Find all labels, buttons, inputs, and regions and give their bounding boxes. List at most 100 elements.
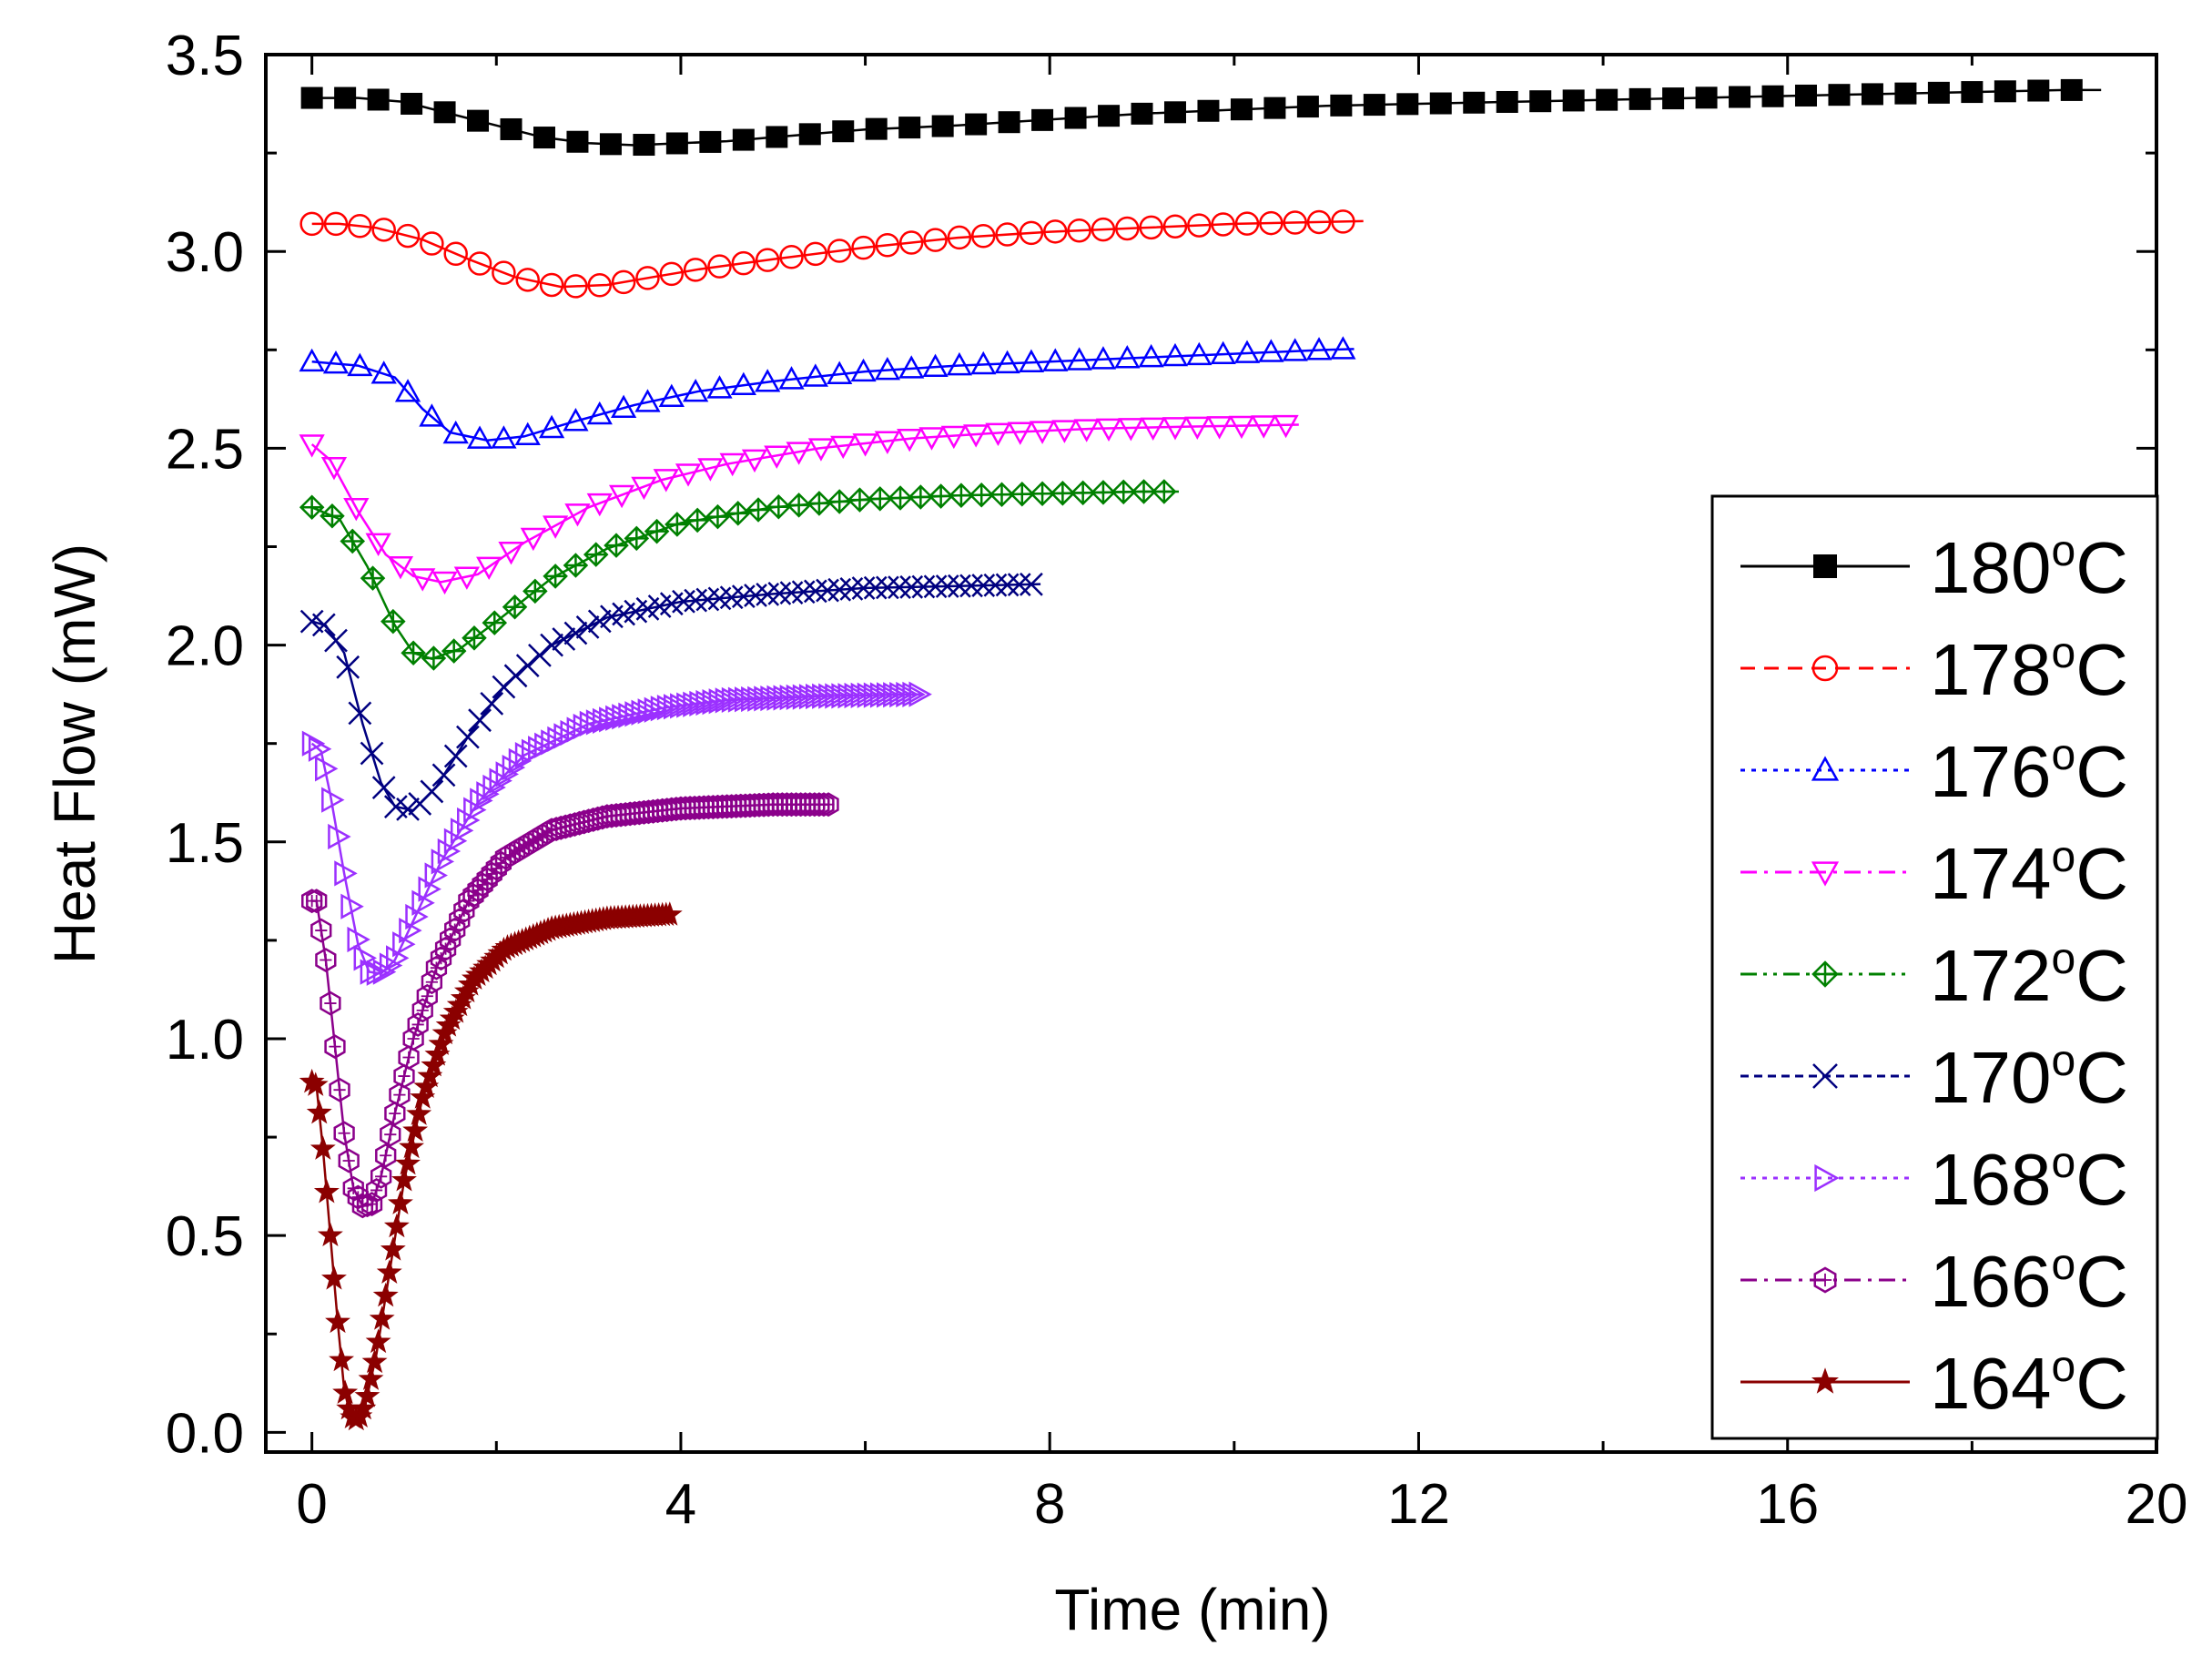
legend-label-unit: C [2075,731,2128,812]
series-168 [301,681,932,986]
data-point-marker [371,218,396,242]
data-point-marker [500,117,523,140]
square-marker [1861,83,1883,106]
data-point-marker [1463,91,1486,114]
data-point-marker [1562,89,1585,112]
data-point-marker [1010,482,1035,507]
x-tick-label: 16 [1756,1473,1819,1536]
data-point-marker [1020,572,1043,596]
data-point-marker [985,422,1011,447]
data-point-marker [306,889,328,914]
data-point-marker [608,484,635,509]
triangle-right-marker [766,685,790,711]
hexagon-marker [1813,1266,1837,1294]
data-point-marker [391,1166,417,1192]
star-marker [361,1348,388,1374]
data-point-marker [456,725,480,749]
data-point-marker [480,692,504,716]
diamond-cross-lines [1071,482,1094,504]
data-point-marker [317,1222,343,1247]
circle-marker [1043,219,1068,244]
triangle-up-marker [706,375,733,399]
data-point-marker [1066,347,1092,371]
data-point-marker [827,361,853,384]
data-point-marker [1019,220,1044,246]
data-point-marker [367,88,390,111]
diamond-cross-lines [949,484,972,507]
data-point-marker [1118,418,1144,442]
circle-marker [395,223,421,249]
data-point-marker [599,133,622,156]
data-point-marker [948,574,971,598]
x-tick-label: 8 [1034,1473,1065,1536]
series-176 [299,336,1356,449]
triangle-down-marker [1273,414,1299,439]
diamond-cross-lines [544,564,567,587]
hexagon-cross [342,1154,355,1167]
triangle-right-marker [437,838,462,865]
triangle-down-marker [299,434,325,458]
hexagon-marker [384,1101,406,1126]
triangle-up-marker [994,350,1020,374]
hexagon-cross [421,990,433,1002]
series-170 [299,572,1043,821]
triangle-up-marker [538,414,565,439]
data-point-marker [725,501,751,526]
legend-item-174: 174oC [1740,833,2128,914]
diamond-cross-lines [645,520,668,543]
star-marker [325,1308,350,1334]
star-marker [358,1366,384,1390]
legend-label-number: 180 [1930,527,2051,608]
square-marker [433,101,456,124]
square-marker [1296,96,1319,118]
triangle-right-marker [482,774,506,801]
circle-marker [1306,209,1332,235]
triangle-up-marker [658,383,685,408]
diamond-cross-lines [1031,483,1054,505]
data-point-marker [407,1011,429,1037]
data-point-marker [959,574,983,598]
data-point-marker [1330,336,1356,360]
circle-marker [443,241,468,267]
data-point-marker [888,575,911,599]
data-point-marker [1070,480,1096,506]
hexagon-marker [393,1063,415,1089]
square-marker [633,134,655,157]
data-point-marker [911,574,936,599]
data-point-marker [587,273,613,298]
data-point-marker [1305,337,1333,361]
circle-marker [1811,655,1839,682]
data-point-marker [624,525,650,552]
triangle-up-marker [299,348,325,372]
circle-marker [1162,214,1188,239]
data-point-marker [538,414,565,439]
data-point-marker [491,425,517,449]
data-point-marker [805,683,829,710]
data-point-marker [467,109,490,132]
legend-label-unit: C [2075,1139,2128,1220]
x-marker [1007,573,1031,597]
data-point-marker [897,428,923,452]
triangle-down-marker [719,452,746,477]
data-point-marker [360,741,384,766]
triangle-right-marker [727,686,752,713]
data-point-marker [970,223,996,249]
data-point-marker [1251,415,1277,439]
data-point-marker [587,609,612,634]
hexagon-cross [389,1107,401,1120]
legend-label-degree: o [2051,527,2075,575]
diamond-cross-lines [665,513,688,535]
triangle-right-marker [443,828,468,854]
data-point-marker [1007,573,1031,597]
data-point-marker [874,356,901,381]
data-point-marker [1162,214,1188,239]
hexagon-cross [333,1083,346,1096]
data-point-marker [348,214,372,239]
data-point-marker [918,427,945,451]
triangle-down-marker [897,428,923,452]
data-point-marker [1861,83,1883,106]
data-point-marker [443,828,468,854]
hexagon-marker [389,1082,411,1108]
data-point-marker [299,494,325,521]
triangle-right-marker [889,681,913,708]
